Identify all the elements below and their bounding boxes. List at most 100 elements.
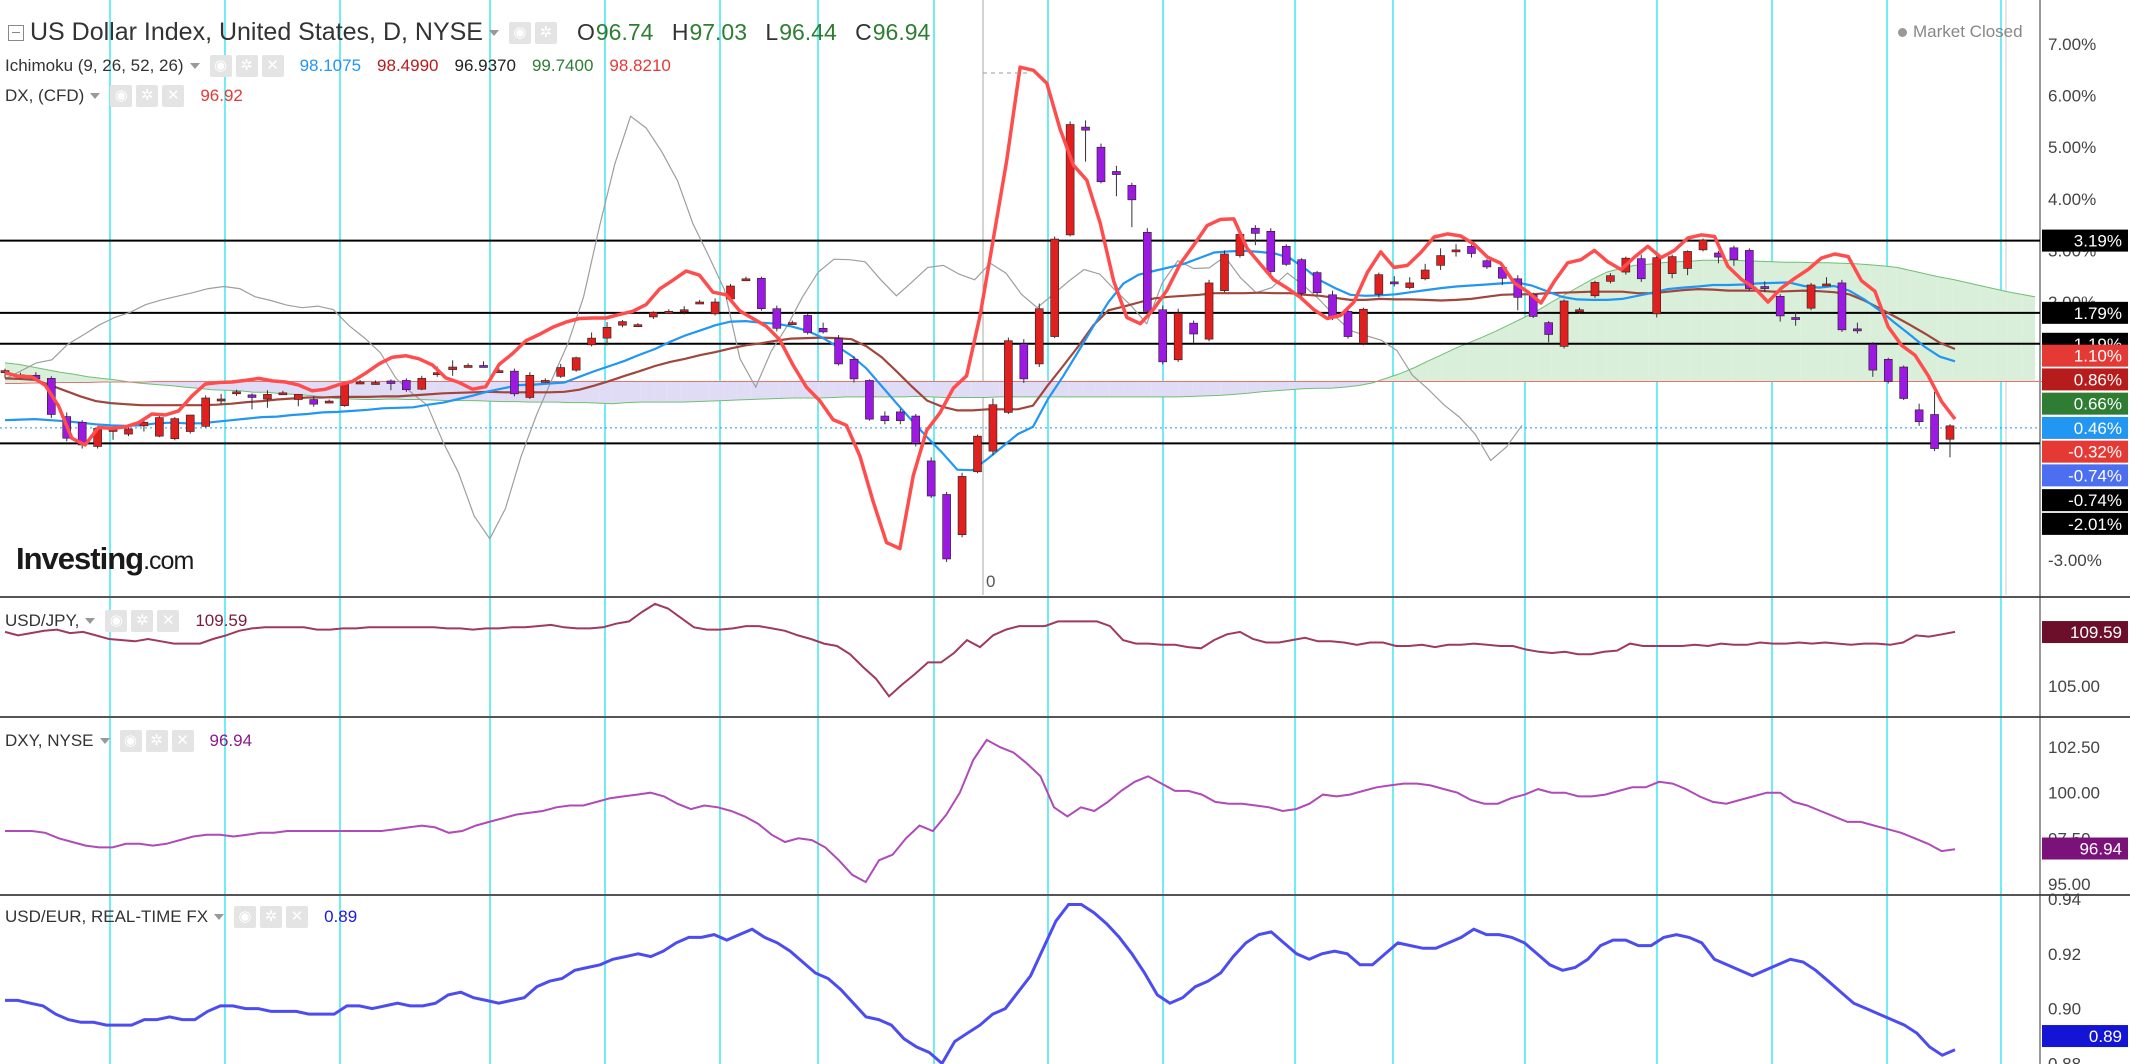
candle-bearish xyxy=(1636,258,1646,280)
usdjpy-label[interactable]: USD/JPY, xyxy=(5,611,80,630)
candle-bullish xyxy=(1405,282,1415,288)
settings-icon[interactable]: ✲ xyxy=(145,730,168,752)
eye-icon[interactable]: ◉ xyxy=(110,85,133,107)
ichimoku-cloud-segment xyxy=(1040,381,1055,397)
caret-down-icon[interactable] xyxy=(488,29,499,36)
close-icon[interactable]: ✕ xyxy=(162,85,185,107)
candle-bullish xyxy=(1204,282,1214,340)
candle-bearish xyxy=(1930,414,1939,449)
collapse-icon[interactable] xyxy=(8,24,24,41)
ichimoku-cloud-segment xyxy=(1993,288,2008,382)
kijun-sen-line xyxy=(4,287,1956,412)
candle-bullish xyxy=(1034,308,1044,365)
price-badge xyxy=(2042,464,2128,487)
low-value: 96.44 xyxy=(779,19,837,45)
candle-bearish xyxy=(309,399,319,405)
candle-bullish xyxy=(1559,300,1569,347)
settings-icon[interactable]: ✲ xyxy=(136,85,159,107)
caret-down-icon[interactable] xyxy=(189,63,200,69)
ichimoku-cloud-segment xyxy=(598,381,613,404)
eye-icon[interactable]: ◉ xyxy=(508,21,531,44)
caret-down-icon[interactable] xyxy=(214,914,225,920)
market-status-text: Market Closed xyxy=(1913,22,2023,41)
ichimoku-cloud-segment xyxy=(626,381,641,403)
price-badge-label: -0.32% xyxy=(2068,443,2122,462)
price-badge xyxy=(2042,512,2128,535)
candle-bullish xyxy=(371,382,380,385)
zero-marker: 0 xyxy=(986,572,996,591)
eye-icon[interactable]: ◉ xyxy=(105,610,128,632)
settings-icon[interactable]: ✲ xyxy=(131,610,154,632)
ichimoku-cloud-segment xyxy=(1634,264,1649,382)
close-value: 96.94 xyxy=(872,19,931,45)
candle-bullish xyxy=(540,380,550,383)
close-icon[interactable]: ✕ xyxy=(286,906,309,928)
candle-bullish xyxy=(618,321,627,326)
candle-bullish xyxy=(1436,255,1445,266)
dx-label[interactable]: DX, (CFD) xyxy=(5,86,85,105)
ichimoku-cloud-segment xyxy=(1883,265,1897,382)
candle-bullish xyxy=(448,366,457,370)
ichimoku-label[interactable]: Ichimoku (9, 26, 52, 26) xyxy=(5,56,184,75)
price-badge xyxy=(2042,229,2128,252)
candle-bearish xyxy=(880,415,890,421)
price-badge-label: -2.01% xyxy=(2068,515,2122,534)
dxy-y-tick-label: 95.00 xyxy=(2048,875,2091,894)
candle-bearish xyxy=(1143,232,1152,312)
ichimoku-cloud-segment xyxy=(1220,381,1235,396)
main-symbol-title[interactable]: US Dollar Index, United States, D, NYSE xyxy=(30,18,483,46)
caret-down-icon[interactable] xyxy=(90,93,101,99)
ichimoku-cloud-segment xyxy=(930,381,945,398)
ichimoku-cloud-segment xyxy=(709,381,724,402)
usdeur-line xyxy=(5,903,1956,1064)
price-badge xyxy=(2042,440,2128,463)
candle-bearish xyxy=(1266,231,1276,272)
close-icon[interactable]: ✕ xyxy=(171,730,194,752)
ichimoku-cloud-segment xyxy=(1123,381,1138,397)
candle-bearish xyxy=(1899,366,1908,399)
ichimoku-cloud-segment xyxy=(1275,381,1290,391)
usdeur-label[interactable]: USD/EUR, REAL-TIME FX xyxy=(5,907,209,926)
candle-bearish xyxy=(926,460,936,497)
ichimoku-cloud-segment xyxy=(1178,381,1193,397)
candle-bullish xyxy=(587,337,596,346)
caret-down-icon[interactable] xyxy=(99,738,110,744)
ichimoku-cloud-segment xyxy=(446,381,461,401)
ichimoku-cloud-segment xyxy=(433,381,447,401)
settings-icon[interactable]: ✲ xyxy=(534,21,557,44)
ichimoku-cloud-segment xyxy=(778,381,793,399)
caret-down-icon[interactable] xyxy=(85,618,96,624)
eye-icon[interactable]: ◉ xyxy=(234,906,257,928)
investing-logo: Investing.com xyxy=(16,541,194,577)
eye-icon[interactable]: ◉ xyxy=(119,730,142,752)
ichimoku-cloud-segment xyxy=(1510,317,1525,382)
ichimoku-cloud-segment xyxy=(654,381,668,403)
settings-icon[interactable]: ✲ xyxy=(235,55,258,77)
price-badge-label: -0.74% xyxy=(2068,466,2122,485)
ichimoku-value-5: 98.8210 xyxy=(609,56,671,75)
dxy-line-tail xyxy=(1927,842,1956,853)
settings-icon[interactable]: ✲ xyxy=(260,906,283,928)
ichimoku-cloud-segment xyxy=(792,381,806,398)
dxy-label[interactable]: DXY, NYSE xyxy=(5,731,94,750)
ichimoku-cloud-segment xyxy=(1192,381,1207,397)
dxy-price-badge xyxy=(2042,837,2128,860)
ichimoku-cloud-segment xyxy=(971,381,986,398)
ichimoku-cloud-segment xyxy=(1537,302,1552,382)
y-tick-label: -3.00% xyxy=(2048,551,2102,570)
ichimoku-cloud-segment xyxy=(667,381,682,403)
candle-bearish xyxy=(1251,227,1260,234)
usdeur-price-badge xyxy=(2042,1025,2128,1048)
close-icon[interactable]: ✕ xyxy=(261,55,284,77)
candle-bearish xyxy=(1281,245,1291,265)
eye-icon[interactable]: ◉ xyxy=(209,55,232,77)
candle-bullish xyxy=(633,324,643,328)
candle-bullish xyxy=(787,322,797,325)
candle-bullish xyxy=(602,326,612,339)
candle-bearish xyxy=(1729,247,1739,260)
ichimoku-cloud-segment xyxy=(875,381,889,397)
close-icon[interactable]: ✕ xyxy=(157,610,180,632)
ichimoku-value-1: 98.1075 xyxy=(299,56,362,75)
ichimoku-cloud-segment xyxy=(833,381,848,398)
